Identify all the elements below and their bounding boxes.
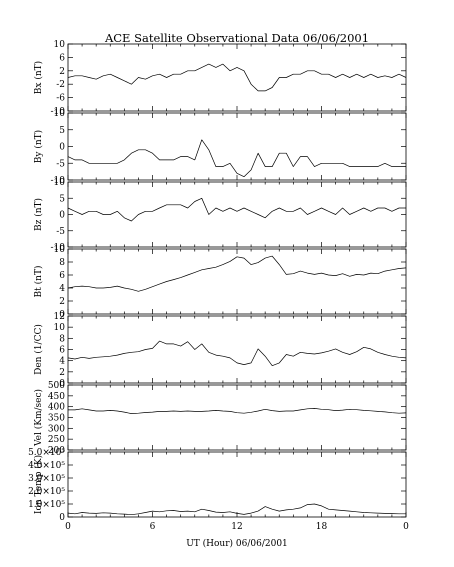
chart-title: ACE Satellite Observational Data 06/06/2…	[104, 31, 369, 45]
y-tick-label: 400	[48, 403, 65, 413]
x-tick-label: 12	[231, 522, 242, 532]
y-tick-label: 1.0×10⁵	[28, 500, 65, 510]
panel-frame	[67, 43, 407, 112]
panel-frame	[67, 384, 407, 451]
y-axis-label: Bt (nT)	[33, 266, 44, 298]
y-tick-label: 4	[59, 284, 65, 294]
series-line	[67, 340, 407, 367]
y-tick-label: 350	[48, 414, 65, 424]
panel-frame	[67, 181, 407, 248]
y-tick-label: 2	[59, 368, 65, 378]
y-tick-label: 5.0×10⁵	[28, 448, 65, 458]
panel-frame	[67, 315, 407, 384]
y-tick-label: 12	[54, 312, 65, 322]
y-tick-label: 10	[54, 323, 66, 333]
y-tick-label: 6	[59, 53, 65, 63]
y-tick-label: 3.0×10⁵	[28, 474, 65, 484]
panel-frame	[67, 248, 407, 315]
y-tick-label: -6	[56, 94, 65, 104]
panel-frame	[67, 112, 407, 181]
y-axis-label: Bz (nT)	[33, 198, 44, 231]
y-tick-label: 5	[59, 126, 65, 136]
y-tick-label: 8	[59, 334, 65, 344]
series-line	[67, 255, 407, 292]
y-tick-label: 0	[59, 513, 65, 523]
panels-group: 10 6 2 -2 -6 -10 Bx (nT) 10 5 0 -5 -10 By (nT) 10 5 0 -5…	[28, 40, 409, 532]
y-tick-label: 2	[59, 67, 65, 77]
y-tick-label: 6	[59, 346, 65, 356]
x-axis-label: UT (Hour) 06/06/2001	[186, 538, 288, 549]
x-tick-label: 6	[150, 522, 156, 532]
y-axis-label: Den (1/CC)	[33, 324, 44, 375]
series-line	[67, 63, 407, 92]
y-tick-label: -5	[56, 227, 65, 237]
y-tick-label: 10	[54, 40, 66, 50]
y-tick-label: -10	[51, 176, 66, 186]
panel-frame	[67, 451, 407, 518]
series-line	[67, 139, 406, 178]
y-tick-label: -2	[56, 80, 65, 90]
series-line	[68, 408, 407, 414]
y-tick-label: 0	[59, 379, 65, 389]
y-tick-label: 2	[59, 297, 65, 307]
y-tick-label: 4	[59, 357, 65, 367]
panel-7: 5.0×10⁵ 4.0×10⁵ 3.0×10⁵ 2.0×10⁵ 1.0×10⁵ 0 Ion …	[28, 448, 407, 523]
y-tick-label: -5	[56, 159, 65, 169]
x-tick-label: 18	[316, 522, 328, 532]
y-tick-label: 10	[54, 178, 66, 188]
panel-3: 10 5 0 -5 -10 Bz (nT)	[33, 178, 407, 253]
panel-4: 10 8 6 4 2 0 Bt (nT)	[33, 245, 407, 320]
y-tick-label: -10	[51, 107, 66, 117]
panel-1: 10 6 2 -2 -6 -10 Bx (nT)	[33, 40, 407, 117]
series-line	[67, 197, 406, 222]
y-tick-label: 0	[59, 143, 65, 153]
y-tick-label: 10	[54, 245, 66, 255]
x-tick-label: 0	[65, 522, 71, 532]
y-tick-label: 10	[54, 109, 66, 119]
y-tick-label: 5	[59, 194, 65, 204]
series-line	[67, 503, 406, 516]
x-tick-label: 0	[403, 522, 409, 532]
y-tick-label: 0	[59, 211, 65, 221]
y-tick-label: 4.0×10⁵	[28, 461, 65, 471]
y-tick-label: 500	[48, 381, 65, 391]
y-tick-label: 0	[59, 310, 65, 320]
y-tick-label: 6	[59, 271, 65, 281]
y-tick-label: 250	[48, 435, 65, 445]
y-tick-label: 8	[59, 258, 65, 268]
panel-2: 10 5 0 -5 -10 By (nT)	[33, 109, 407, 186]
y-tick-label: 200	[48, 446, 65, 456]
y-tick-label: 2.0×10⁵	[28, 487, 65, 497]
y-axis-label: Bx (nT)	[33, 61, 44, 94]
y-axis-label: Ion Temp (K)	[33, 455, 44, 514]
y-tick-label: 300	[48, 424, 65, 434]
y-axis-label: Vel (Km/sec)	[33, 389, 44, 447]
y-tick-label: -10	[51, 243, 66, 253]
y-axis-label: By (nT)	[33, 130, 44, 163]
y-tick-label: 450	[48, 392, 65, 402]
